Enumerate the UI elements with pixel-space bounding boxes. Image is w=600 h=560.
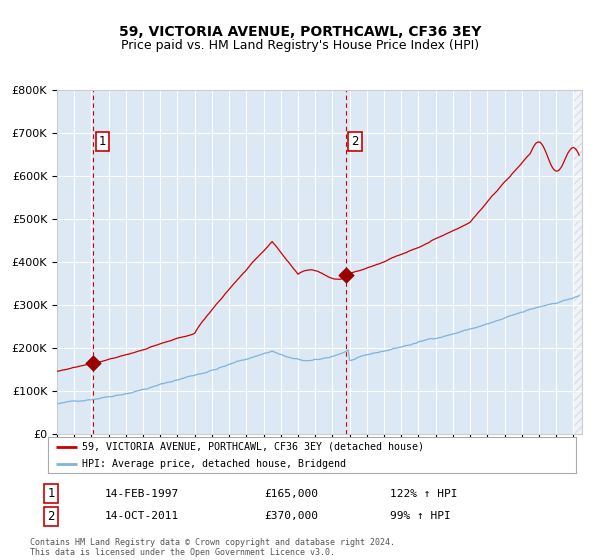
Text: 1: 1 [47, 487, 55, 501]
Text: 2: 2 [47, 510, 55, 523]
Text: Price paid vs. HM Land Registry's House Price Index (HPI): Price paid vs. HM Land Registry's House … [121, 39, 479, 52]
Text: 59, VICTORIA AVENUE, PORTHCAWL, CF36 3EY: 59, VICTORIA AVENUE, PORTHCAWL, CF36 3EY [119, 25, 481, 39]
Point [341, 270, 351, 279]
Text: HPI: Average price, detached house, Bridgend: HPI: Average price, detached house, Brid… [82, 459, 346, 469]
Text: 99% ↑ HPI: 99% ↑ HPI [390, 511, 451, 521]
Bar [574, 90, 582, 434]
Text: 59, VICTORIA AVENUE, PORTHCAWL, CF36 3EY (detached house): 59, VICTORIA AVENUE, PORTHCAWL, CF36 3EY… [82, 442, 424, 452]
Text: 14-FEB-1997: 14-FEB-1997 [105, 489, 179, 499]
Text: 1: 1 [98, 135, 106, 148]
Text: 122% ↑ HPI: 122% ↑ HPI [390, 489, 458, 499]
Point [89, 358, 98, 367]
Text: 14-OCT-2011: 14-OCT-2011 [105, 511, 179, 521]
Text: £370,000: £370,000 [264, 511, 318, 521]
Text: £165,000: £165,000 [264, 489, 318, 499]
Text: Contains HM Land Registry data © Crown copyright and database right 2024.
This d: Contains HM Land Registry data © Crown c… [30, 538, 395, 557]
Text: 2: 2 [351, 135, 359, 148]
